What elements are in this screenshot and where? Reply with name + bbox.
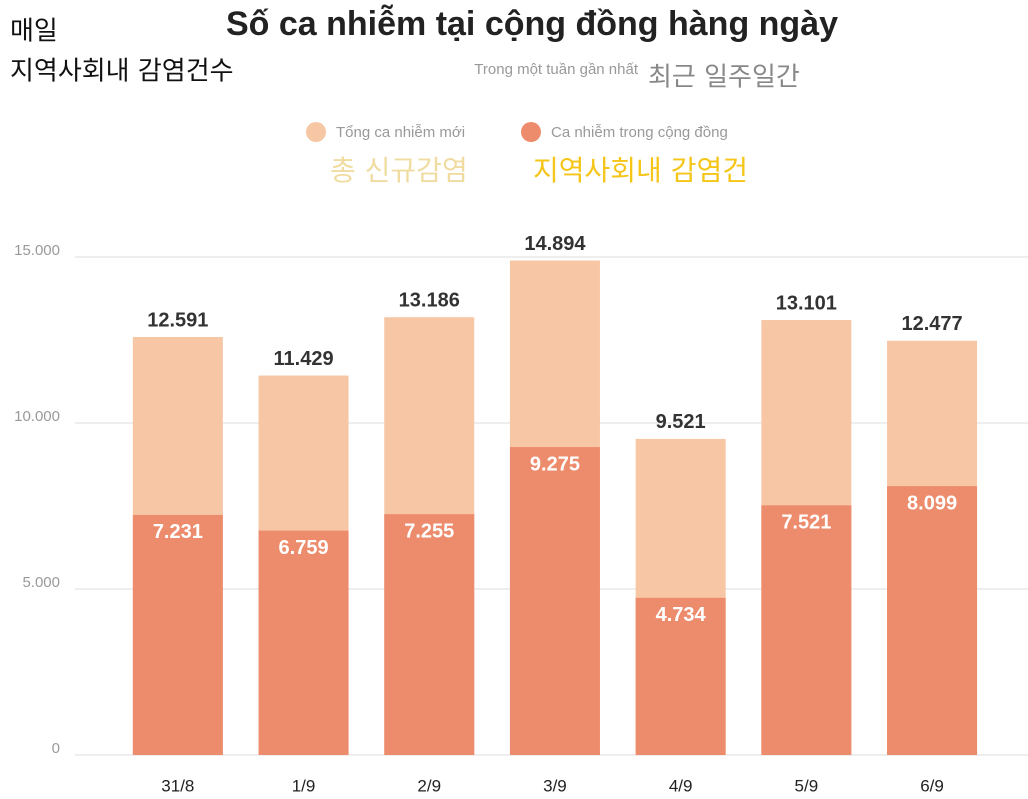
x-tick-label: 31/8 [161, 776, 194, 795]
x-tick-label: 5/9 [795, 776, 819, 795]
annotation: 지역사회내 감염건 [533, 154, 748, 187]
value-label: 13.101 [776, 292, 837, 314]
x-tick-label: 1/9 [292, 776, 316, 795]
value-label: 11.429 [274, 348, 334, 370]
annotation: 지역사회내 감염건수 [10, 57, 234, 87]
value-label: 9.275 [530, 453, 580, 475]
value-label: 7.521 [781, 512, 831, 534]
legend-label: Ca nhiễm trong cộng đồng [551, 124, 728, 141]
bar [761, 505, 852, 755]
legend-marker [306, 122, 326, 142]
bar [635, 597, 726, 755]
y-tick-label: 0 [52, 740, 60, 757]
bar [509, 447, 600, 755]
legend-label: Tổng ca nhiễm mới [336, 124, 465, 141]
x-tick-label: 3/9 [543, 776, 567, 795]
value-label: 12.477 [901, 313, 962, 335]
value-label: 13.186 [399, 290, 460, 312]
chart-subtitle: Trong một tuần gần nhất [474, 61, 639, 78]
value-label: 6.759 [279, 537, 329, 559]
value-label: 9.521 [656, 411, 706, 433]
value-label: 7.231 [153, 521, 203, 543]
bar [887, 486, 978, 755]
x-tick-label: 4/9 [669, 776, 693, 795]
y-tick-label: 10.000 [14, 408, 60, 425]
y-tick-label: 5.000 [22, 574, 60, 591]
y-tick-label: 15.000 [14, 242, 60, 259]
legend-marker [521, 122, 541, 142]
value-label: 8.099 [907, 492, 957, 514]
bar [384, 514, 475, 755]
x-tick-label: 6/9 [920, 776, 944, 795]
value-label: 4.734 [656, 604, 707, 626]
value-label: 12.591 [147, 309, 208, 331]
x-tick-label: 2/9 [417, 776, 441, 795]
annotation: 최근 일주일간 [648, 63, 800, 93]
annotation: 매일 [10, 17, 58, 47]
chart-title: Số ca nhiễm tại cộng đồng hàng ngày [226, 5, 838, 43]
value-label: 14.894 [524, 233, 586, 255]
annotation: 총 신규감염 [330, 154, 468, 187]
value-label: 7.255 [404, 520, 454, 542]
bar [132, 514, 223, 755]
bar [258, 530, 349, 755]
